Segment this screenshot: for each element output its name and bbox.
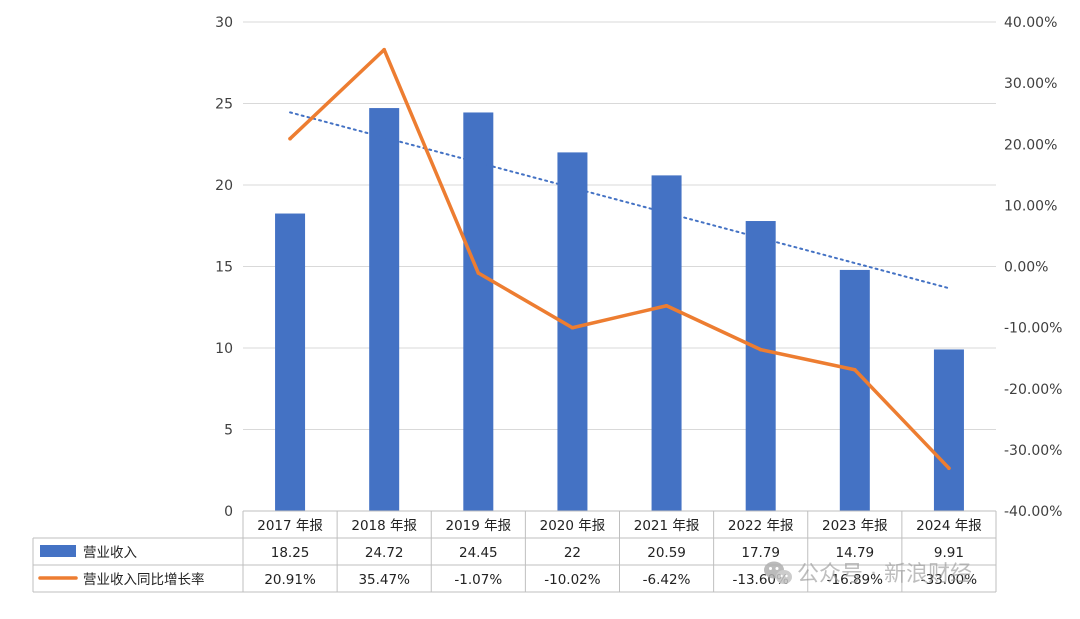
- bar: [275, 213, 306, 511]
- right-tick-label: 0.00%: [1004, 260, 1048, 276]
- left-tick-label: 15: [215, 260, 233, 276]
- line-point: [570, 325, 575, 330]
- data-table: 2017 年报 2018 年报 2019 年报 2020 年报 2021 年报 2022 …: [32, 510, 997, 593]
- bar: [745, 221, 776, 511]
- watermark: 公众号 · 新浪财经: [764, 561, 972, 587]
- data-label: 20.59: [647, 545, 686, 561]
- data-label: 17.79: [741, 545, 780, 561]
- bar: [933, 349, 964, 511]
- right-tick-label: -40.00%: [1004, 504, 1062, 520]
- data-label: -1.07%: [454, 572, 502, 588]
- trendline: [289, 111, 950, 290]
- right-tick-label: -30.00%: [1004, 443, 1062, 459]
- gridlines: [243, 21, 996, 430]
- right-tick-label: 30.00%: [1004, 76, 1057, 92]
- data-label: 22: [564, 545, 581, 561]
- data-label: 20.91%: [264, 572, 316, 588]
- line-point: [758, 347, 763, 352]
- left-tick-label: 20: [215, 178, 233, 194]
- category-label: 2020 年报: [540, 518, 606, 534]
- bar-series: [275, 108, 964, 512]
- bar: [463, 112, 494, 511]
- data-label: 24.45: [459, 545, 498, 561]
- category-label: 2021 年报: [634, 518, 700, 534]
- left-tick-label: 10: [215, 341, 233, 357]
- category-label: 2017 年报: [257, 518, 323, 534]
- wechat-icon: [764, 561, 792, 584]
- trendline-layer: [289, 111, 950, 290]
- data-label: 35.47%: [358, 572, 410, 588]
- right-tick-label: 40.00%: [1004, 15, 1057, 31]
- bar: [651, 175, 682, 511]
- left-tick-label: 30: [215, 15, 233, 31]
- line-point: [382, 47, 386, 52]
- legend-label: 营业收入同比增长率: [83, 571, 205, 588]
- left-tick-label: 5: [224, 423, 233, 439]
- data-label: -33.00%: [921, 572, 978, 588]
- right-axis-ticks: -40.00% -30.00% -20.00% -10.00% 0.00% 10.00% 2…: [1004, 15, 1062, 520]
- line-point: [853, 367, 857, 372]
- right-tick-label: -20.00%: [1004, 382, 1062, 398]
- left-tick-label: 0: [224, 504, 233, 520]
- line-point: [288, 136, 292, 141]
- category-label: 2024 年报: [916, 518, 982, 534]
- left-tick-label: 25: [215, 97, 233, 113]
- right-tick-label: -10.00%: [1004, 321, 1062, 337]
- bar: [839, 269, 870, 511]
- data-label: 24.72: [365, 545, 404, 561]
- data-label: -6.42%: [643, 572, 691, 588]
- left-axis-ticks: 0 5 10 15 20 25 30: [215, 15, 233, 520]
- data-label: 14.79: [835, 545, 874, 561]
- data-label: -16.89%: [827, 572, 884, 588]
- category-label: 2018 年报: [351, 518, 417, 534]
- right-tick-label: 20.00%: [1004, 137, 1057, 153]
- data-label: 18.25: [271, 545, 310, 561]
- legend-key-bar: [40, 545, 76, 557]
- line-point: [476, 271, 481, 275]
- data-label: 9.91: [934, 545, 964, 561]
- right-tick-label: 10.00%: [1004, 198, 1057, 214]
- category-label: 2022 年报: [728, 518, 794, 534]
- line-path: [288, 47, 951, 470]
- line-point: [947, 466, 951, 471]
- line-series: [288, 47, 951, 471]
- line-point: [664, 303, 669, 308]
- category-label: 2019 年报: [445, 518, 511, 534]
- category-label: 2023 年报: [822, 518, 888, 534]
- watermark-text: 公众号 · 新浪财经: [797, 562, 972, 587]
- data-label: -10.02%: [544, 572, 601, 588]
- legend-label: 营业收入: [83, 545, 137, 561]
- bar: [369, 108, 400, 512]
- bar: [557, 152, 588, 511]
